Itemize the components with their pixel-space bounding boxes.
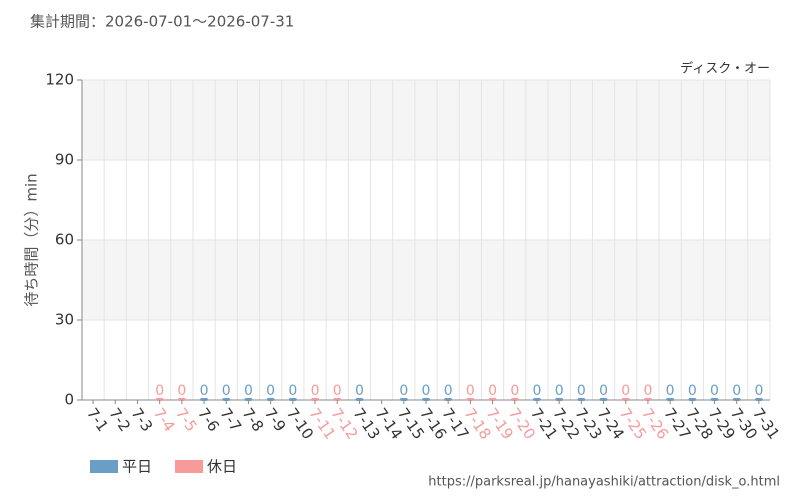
bar [444,398,453,401]
bar [200,398,209,401]
bar-value-label: 0 [288,383,297,399]
bar [710,398,719,401]
bar-value-label: 0 [155,383,164,399]
bar-value-label: 0 [399,383,408,399]
bar-value-label: 0 [710,383,719,399]
bar-value-label: 0 [266,383,275,399]
bar-value-label: 0 [200,383,209,399]
bar [666,398,675,401]
x-tick-label: 7-1 [83,405,112,435]
bar [466,398,475,401]
x-tick-label: 7-5 [172,405,201,435]
bar-value-label: 0 [333,383,342,399]
y-tick-label: 60 [55,231,74,249]
bar [399,398,408,401]
bar-value-label: 0 [244,383,253,399]
bar-value-label: 0 [555,383,564,399]
x-tick-label: 7-6 [194,405,223,435]
bar [422,398,430,401]
bar [222,398,231,401]
bar-value-label: 0 [444,383,453,399]
bar-value-label: 0 [621,383,630,399]
bar-value-label: 0 [177,383,186,399]
bar [355,398,364,401]
bar [333,398,342,401]
bar [532,398,541,401]
bar [288,398,297,401]
bar-value-label: 0 [577,383,586,399]
bar-value-label: 0 [355,383,364,399]
legend-label: 平日 [122,458,152,476]
x-tick-label: 7-3 [128,405,157,435]
bar [643,398,652,401]
chart-title: 集計期間：2026-07-01～2026-07-31 [30,13,294,31]
bar [177,398,186,401]
bar-value-label: 0 [422,383,431,399]
bar-value-label: 0 [488,383,497,399]
bar-value-label: 0 [533,383,542,399]
bar-value-label: 0 [466,383,475,399]
bar-value-label: 0 [311,383,320,399]
x-tick-label: 7-8 [238,405,267,435]
x-tick-label: 7-7 [216,405,245,435]
bar-value-label: 0 [222,383,231,399]
bar [599,398,608,401]
plot-band [82,240,770,320]
x-tick-label: 7-9 [261,405,290,435]
bar [754,398,763,401]
chart-subtitle: ディスク・オー [680,61,770,77]
y-tick-label: 0 [64,391,74,409]
bar [244,398,253,401]
x-tick-label: 7-2 [105,405,134,435]
legend-swatch [90,460,118,473]
bar [488,398,497,401]
bar [732,398,741,401]
bar-value-label: 0 [688,383,697,399]
bar [577,398,586,401]
bar-value-label: 0 [599,383,608,399]
bar-value-label: 0 [754,383,763,399]
bar [621,398,630,401]
bar-value-label: 0 [643,383,652,399]
bar [155,398,164,401]
y-axis-label: 待ち時間（分）min [23,173,41,306]
bar [266,398,275,401]
x-tick-label: 7-4 [150,405,179,435]
y-tick-label: 120 [45,71,74,89]
bar [555,398,564,401]
bar [311,398,320,401]
source-url: https://parksreal.jp/hanayashiki/attract… [428,475,780,490]
bar-value-label: 0 [732,383,741,399]
plot-band [82,80,770,160]
legend-label: 休日 [207,458,237,476]
bar-value-label: 0 [510,383,519,399]
y-tick-label: 90 [55,151,74,169]
bar [688,398,697,401]
bar [510,398,519,401]
legend-swatch [175,460,203,473]
bar-value-label: 0 [666,383,675,399]
y-tick-label: 30 [55,311,74,329]
